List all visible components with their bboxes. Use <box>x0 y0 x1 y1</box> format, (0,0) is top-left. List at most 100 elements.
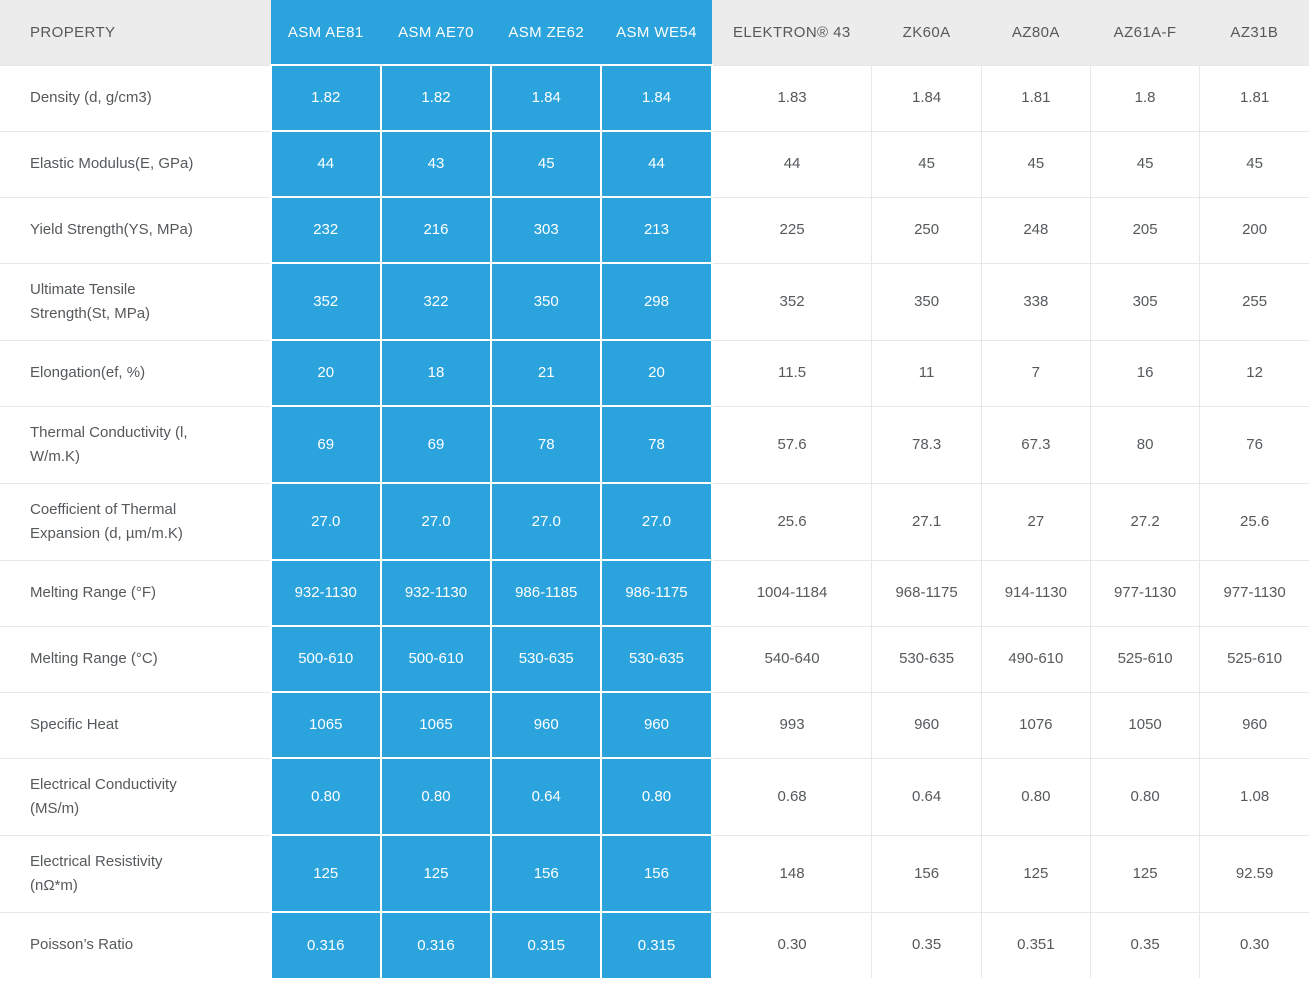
value-cell-highlighted: 0.80 <box>269 757 382 836</box>
value-cell: 45 <box>980 130 1091 197</box>
value-cell: 1004-1184 <box>711 559 872 626</box>
value-cell: 45 <box>1089 130 1200 197</box>
value-cell-highlighted: 322 <box>379 262 493 341</box>
value-cell-highlighted: 69 <box>269 405 382 484</box>
property-label: Yield Strength(YS, MPa) <box>0 196 271 263</box>
value-cell-highlighted: 530-635 <box>490 625 603 693</box>
highlighted-column-header: ASM AE81 <box>270 0 381 65</box>
value-cell: 1050 <box>1089 691 1200 758</box>
value-cell: 1.83 <box>711 64 872 131</box>
value-cell: 45 <box>871 130 982 197</box>
table-row: Thermal Conductivity (l, W/m.K) 69 69 78 78 5… <box>0 405 1309 484</box>
value-cell: 1.81 <box>1199 64 1309 131</box>
standard-column-header: AZ31B <box>1199 0 1309 65</box>
value-cell: 0.80 <box>980 757 1091 835</box>
table-row: Electrical Conductivity (MS/m) 0.80 0.80 0.… <box>0 757 1309 836</box>
value-cell: 125 <box>1089 834 1200 912</box>
value-cell: 540-640 <box>711 625 872 692</box>
value-cell: 525-610 <box>1199 625 1309 692</box>
value-cell-highlighted: 1.84 <box>600 64 713 132</box>
value-cell: 200 <box>1199 196 1309 263</box>
value-cell: 27.2 <box>1089 482 1200 560</box>
value-cell-highlighted: 216 <box>379 196 493 264</box>
value-cell-highlighted: 27.0 <box>600 482 713 561</box>
value-cell-highlighted: 0.80 <box>379 757 493 836</box>
value-cell-highlighted: 960 <box>490 691 603 759</box>
table-row: Coefficient of Thermal Expansion (d, µm/… <box>0 482 1309 561</box>
value-cell-highlighted: 27.0 <box>490 482 603 561</box>
value-cell-highlighted: 44 <box>269 130 382 198</box>
value-cell-highlighted: 932-1130 <box>379 559 493 627</box>
value-cell-highlighted: 960 <box>600 691 713 759</box>
value-cell: 0.35 <box>871 911 982 978</box>
value-cell-highlighted: 27.0 <box>379 482 493 561</box>
value-cell: 92.59 <box>1199 834 1309 912</box>
value-cell-highlighted: 232 <box>269 196 382 264</box>
value-cell: 11.5 <box>711 339 872 406</box>
value-cell-highlighted: 125 <box>379 834 493 913</box>
value-cell-highlighted: 125 <box>269 834 382 913</box>
value-cell: 7 <box>980 339 1091 406</box>
property-column-header: PROPERTY <box>0 0 271 65</box>
value-cell: 76 <box>1199 405 1309 483</box>
alloy-properties-table: PROPERTY ASM AE81 ASM AE70 ASM ZE62 ASM WE54… <box>0 0 1309 978</box>
value-cell: 338 <box>980 262 1091 340</box>
value-cell: 148 <box>711 834 872 912</box>
value-cell: 248 <box>980 196 1091 263</box>
table-row: Melting Range (°C) 500-610 500-610 530-635 5… <box>0 625 1309 693</box>
value-cell-highlighted: 352 <box>269 262 382 341</box>
value-cell: 0.68 <box>711 757 872 835</box>
value-cell: 525-610 <box>1089 625 1200 692</box>
value-cell-highlighted: 156 <box>490 834 603 913</box>
value-cell-highlighted: 213 <box>600 196 713 264</box>
property-label: Specific Heat <box>0 691 271 758</box>
value-cell: 1.81 <box>980 64 1091 131</box>
value-cell: 25.6 <box>1199 482 1309 560</box>
value-cell: 993 <box>711 691 872 758</box>
property-label: Elastic Modulus(E, GPa) <box>0 130 271 197</box>
value-cell-highlighted: 0.315 <box>490 911 603 978</box>
value-cell: 45 <box>1199 130 1309 197</box>
table-row: Yield Strength(YS, MPa) 232 216 303 213 225 25… <box>0 196 1309 264</box>
value-cell: 57.6 <box>711 405 872 483</box>
value-cell: 12 <box>1199 339 1309 406</box>
value-cell-highlighted: 986-1175 <box>600 559 713 627</box>
value-cell: 0.64 <box>871 757 982 835</box>
value-cell: 27 <box>980 482 1091 560</box>
value-cell: 44 <box>711 130 872 197</box>
table-row: Elastic Modulus(E, GPa) 44 43 45 44 44 45 45 45 4… <box>0 130 1309 198</box>
property-label: Electrical Resistivity (nΩ*m) <box>0 834 271 912</box>
value-cell-highlighted: 1.82 <box>269 64 382 132</box>
property-label: Density (d, g/cm3) <box>0 64 271 131</box>
standard-column-header: AZ61A-F <box>1090 0 1200 65</box>
property-label: Thermal Conductivity (l, W/m.K) <box>0 405 271 483</box>
value-cell: 350 <box>871 262 982 340</box>
value-cell: 27.1 <box>871 482 982 560</box>
value-cell: 1076 <box>980 691 1091 758</box>
highlighted-column-header: ASM ZE62 <box>491 0 602 65</box>
table-row: Electrical Resistivity (nΩ*m) 125 125 156 15… <box>0 834 1309 913</box>
value-cell-highlighted: 44 <box>600 130 713 198</box>
value-cell: 205 <box>1089 196 1200 263</box>
property-label: Coefficient of Thermal Expansion (d, µm/… <box>0 482 271 560</box>
value-cell-highlighted: 0.315 <box>600 911 713 978</box>
value-cell-highlighted: 27.0 <box>269 482 382 561</box>
value-cell: 530-635 <box>871 625 982 692</box>
standard-column-header: ELEKTRON® 43 <box>711 0 872 65</box>
value-cell-highlighted: 932-1130 <box>269 559 382 627</box>
value-cell-highlighted: 0.64 <box>490 757 603 836</box>
value-cell: 78.3 <box>871 405 982 483</box>
table-row: Density (d, g/cm3) 1.82 1.82 1.84 1.84 1.83 1.… <box>0 64 1309 132</box>
table-row: Specific Heat 1065 1065 960 960 993 960 1076 105… <box>0 691 1309 759</box>
value-cell-highlighted: 500-610 <box>269 625 382 693</box>
value-cell-highlighted: 1065 <box>269 691 382 759</box>
value-cell-highlighted: 20 <box>600 339 713 407</box>
table-row: Ultimate Tensile Strength(St, MPa) 352 322… <box>0 262 1309 341</box>
value-cell: 11 <box>871 339 982 406</box>
value-cell: 0.80 <box>1089 757 1200 835</box>
value-cell: 250 <box>871 196 982 263</box>
value-cell-highlighted: 156 <box>600 834 713 913</box>
property-label: Elongation(ef, %) <box>0 339 271 406</box>
value-cell: 305 <box>1089 262 1200 340</box>
table-header-row: PROPERTY ASM AE81 ASM AE70 ASM ZE62 ASM WE54… <box>0 0 1309 65</box>
